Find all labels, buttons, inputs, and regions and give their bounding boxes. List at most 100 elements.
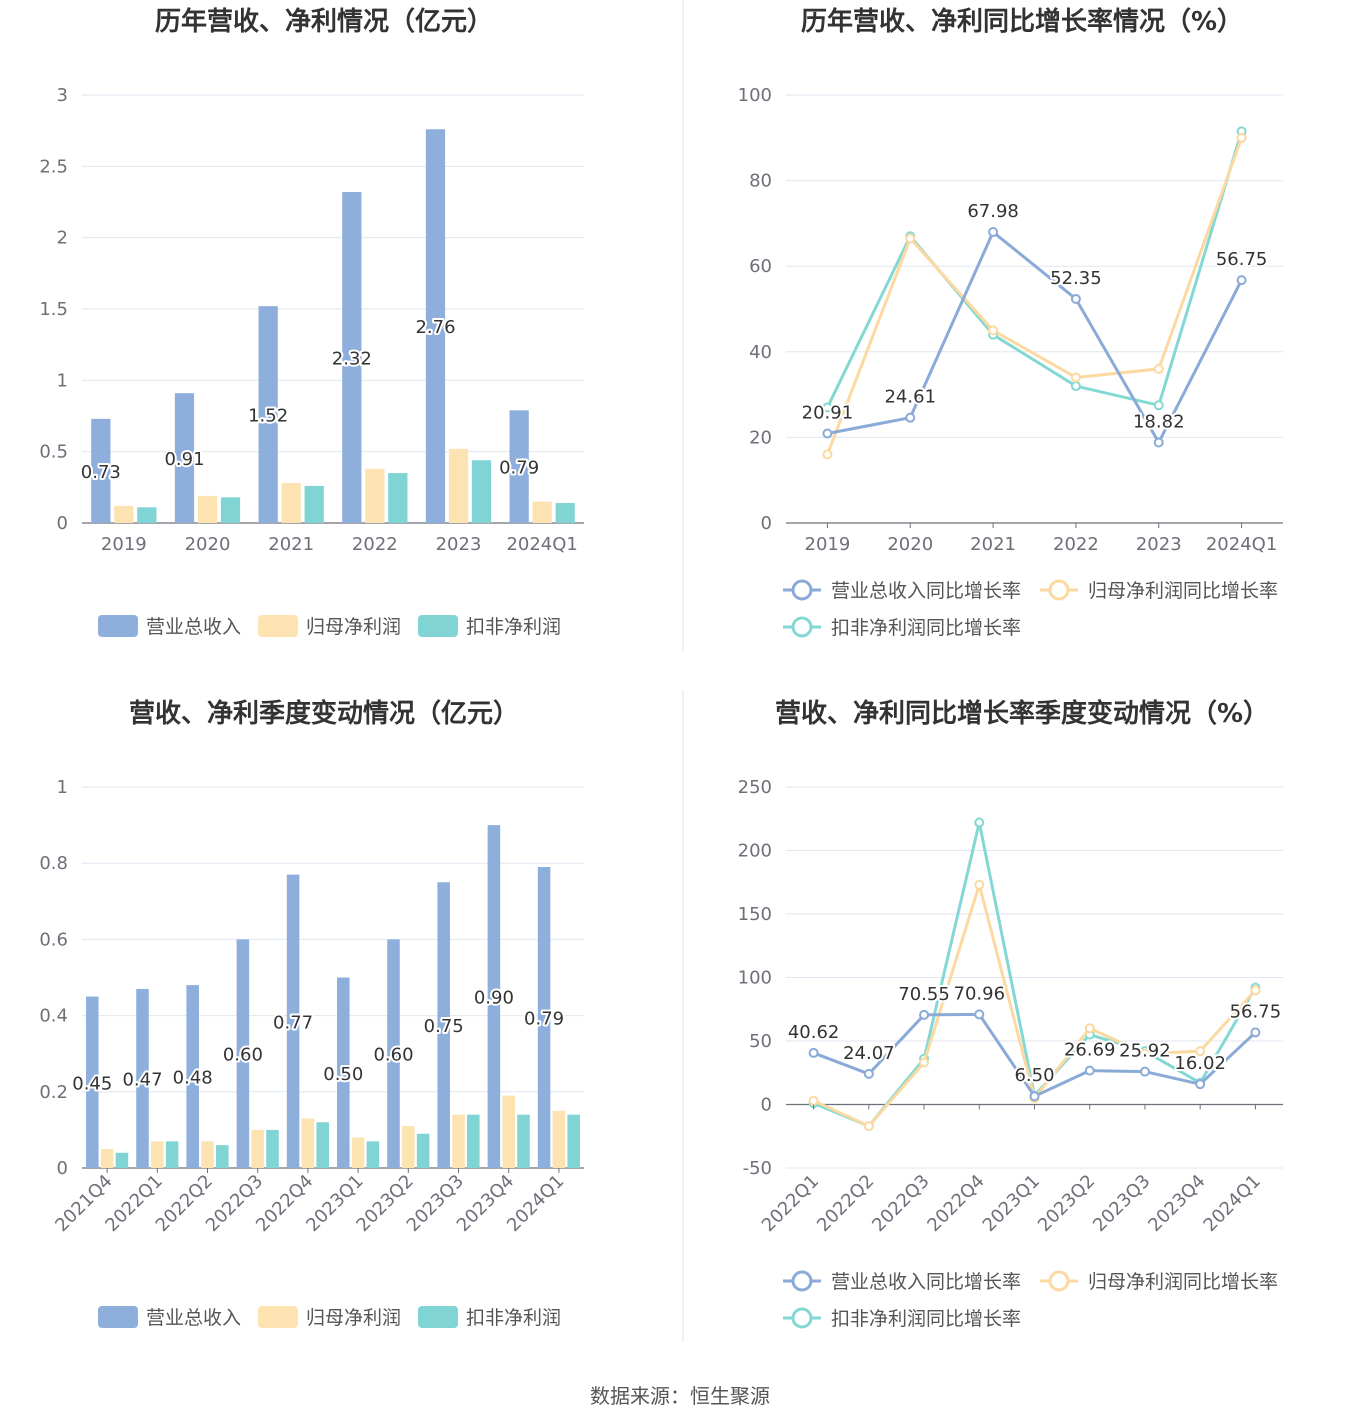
bar-data-label: 0.45 [72,1073,112,1094]
y-tick-label: 80 [749,171,772,192]
legend-swatch [418,615,458,637]
bar-deducted-profit [555,503,575,523]
y-tick-label: 0.6 [39,929,68,950]
bar-parent-profit [251,1129,264,1168]
bar-deducted-profit [266,1129,279,1168]
x-tick-label: 2020 [185,534,231,555]
chart-title: 营收、净利同比增长率季度变动情况（%） [775,698,1269,729]
line-data-label: 56.75 [1230,1001,1282,1022]
line-point [863,1121,874,1132]
bar-revenue [286,874,300,1168]
legend-marker [1048,579,1070,601]
legend-label: 归母净利润 [306,616,401,638]
bar-deducted-profit [517,1114,530,1168]
line-point [919,1057,930,1068]
x-tick-label: 2022Q2 [813,1171,878,1236]
y-tick-label: 2 [57,228,68,249]
line-data-label: 24.07 [843,1043,895,1064]
bar-parent-profit [301,1118,315,1168]
line-point [919,1009,930,1020]
bar-revenue [387,939,400,1168]
bar-deducted-profit [115,1152,129,1168]
bar-data-label: 0.48 [173,1068,213,1089]
line-data-label: 52.35 [1050,268,1102,289]
x-tick-label: 2023Q4 [1144,1171,1209,1236]
line-point [974,1009,985,1020]
legend-label: 扣非净利润 [466,1307,561,1329]
legend-swatch [98,1306,138,1328]
line-point [822,402,833,413]
bar-parent-profit [201,1141,214,1168]
series-line-deducted-profit-growth [826,130,1244,409]
line-point [1195,1079,1206,1090]
line-point [1195,1046,1206,1057]
y-tick-label: 1 [57,370,68,391]
y-tick-label: 20 [749,427,772,448]
bar-parent-profit [197,495,218,523]
legend-label: 扣非净利润同比增长率 [831,617,1021,639]
annual-revenue-profit-bar-chart: 历年营收、净利情况（亿元） 00.511.522.530.730.911.522… [39,6,584,638]
line-data-label: 18.82 [1133,411,1185,432]
y-tick-label: 40 [749,342,772,363]
bar-parent-profit [100,1148,114,1168]
line-point [822,428,833,439]
legend-label: 扣非净利润同比增长率 [831,1308,1021,1330]
bar-data-label: 0.90 [474,988,514,1009]
line-point [1070,293,1081,304]
y-tick-label: 0.8 [39,853,68,874]
bar-revenue [136,988,149,1168]
x-tick-label: 2019 [101,534,147,555]
line-point [1070,381,1081,392]
x-tick-label: 2023Q3 [1089,1171,1154,1236]
bar-parent-profit [402,1126,415,1168]
legend-label: 扣非净利润 [466,616,561,638]
bar-data-label: 0.73 [81,462,121,483]
line-point [1070,372,1081,383]
bar-data-label: 0.50 [323,1064,363,1085]
y-tick-label: 250 [738,777,772,798]
bar-deducted-profit [137,507,157,523]
chart-title: 历年营收、净利同比增长率情况（%） [801,6,1243,37]
line-point [1139,1066,1150,1077]
y-tick-label: 0.5 [39,442,68,463]
y-tick-label: 100 [738,968,772,989]
line-data-label: 20.91 [802,403,854,424]
line-data-label: 70.55 [898,984,950,1005]
bar-deducted-profit [366,1141,380,1168]
bar-revenue [509,410,529,523]
bar-data-label: 0.77 [273,1012,313,1033]
line-point [905,233,916,244]
legend-label: 营业总收入同比增长率 [831,1271,1021,1293]
y-tick-label: 2.5 [39,156,68,177]
line-point [974,879,985,890]
legend-marker [791,579,813,601]
x-tick-label: 2024Q1 [1200,1171,1265,1236]
chart-title: 历年营收、净利情况（亿元） [155,6,493,37]
legend-label: 归母净利润同比增长率 [1088,1271,1278,1293]
bar-data-label: 0.60 [373,1045,413,1066]
x-tick-label: 2023Q2 [1034,1171,1099,1236]
bar-parent-profit [532,501,552,523]
x-tick-label: 2022Q1 [758,1171,823,1236]
bar-revenue [91,418,111,523]
y-tick-label: -50 [743,1158,772,1179]
y-tick-label: 3 [57,85,68,106]
line-point [1084,1065,1095,1076]
x-tick-label: 2019 [805,534,851,555]
line-point [905,412,916,423]
y-tick-label: 60 [749,256,772,277]
bar-data-label: 0.60 [223,1045,263,1066]
line-point [974,817,985,828]
bar-deducted-profit [416,1133,430,1168]
y-tick-label: 0 [761,513,772,534]
y-tick-label: 50 [749,1031,772,1052]
legend-label: 归母净利润同比增长率 [1088,580,1278,602]
x-tick-label: 2021 [970,534,1016,555]
line-data-label: 67.98 [967,201,1019,222]
x-tick-label: 2023Q1 [979,1171,1044,1236]
x-tick-label: 2022Q3 [868,1171,933,1236]
legend-swatch [418,1306,458,1328]
bar-revenue [258,306,278,523]
x-tick-label: 2024Q1 [1206,534,1277,555]
